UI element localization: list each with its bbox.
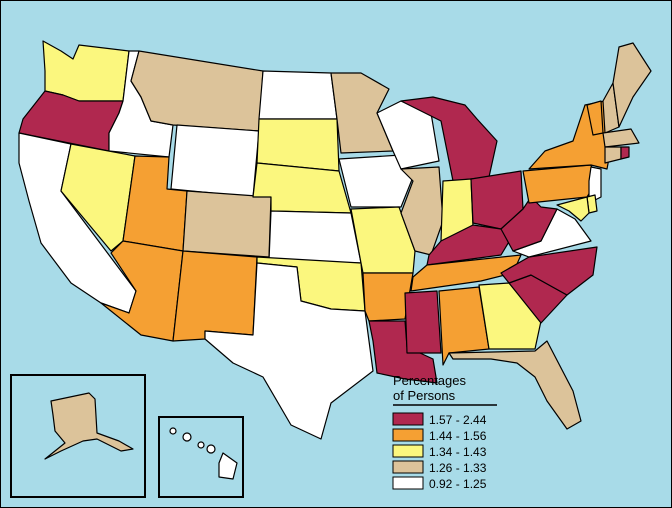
alaska-inset-frame <box>10 374 146 498</box>
state-washington[interactable] <box>42 40 130 102</box>
hawaii-inset-frame <box>158 416 244 498</box>
state-north-dakota[interactable] <box>258 70 338 120</box>
state-rhode-island[interactable] <box>620 146 630 160</box>
state-illinois[interactable] <box>400 166 444 256</box>
legend-swatch <box>392 428 424 442</box>
state-hawaii[interactable] <box>169 427 238 480</box>
state-north-carolina[interactable] <box>500 246 598 296</box>
state-alaska[interactable] <box>44 392 134 460</box>
legend-label: 1.26 - 1.33 <box>429 461 487 475</box>
state-south-dakota[interactable] <box>256 118 340 172</box>
state-nevada[interactable] <box>60 143 136 252</box>
state-maryland[interactable] <box>556 196 590 222</box>
legend-swatch <box>392 412 424 426</box>
state-michigan[interactable] <box>400 96 498 182</box>
state-iowa[interactable] <box>338 154 414 208</box>
legend-label: 0.92 - 1.25 <box>429 477 487 491</box>
legend-label: 1.44 - 1.56 <box>429 429 487 443</box>
state-connecticut[interactable] <box>604 146 622 164</box>
state-georgia[interactable] <box>478 282 542 350</box>
legend-items: 1.57 - 2.44 1.44 - 1.56 1.34 - 1.43 1.26 - … <box>392 412 487 491</box>
legend-swatch <box>392 476 424 490</box>
state-maine[interactable] <box>612 42 652 128</box>
state-west-virginia[interactable] <box>500 196 558 252</box>
legend: Percentages of Persons 1.57 - 2.44 1.44 -… <box>392 373 497 491</box>
state-arkansas[interactable] <box>362 272 414 322</box>
state-kansas[interactable] <box>268 210 362 264</box>
legend-title-line2: of Persons <box>393 388 456 403</box>
state-florida[interactable] <box>448 340 582 430</box>
state-texas[interactable] <box>204 262 374 440</box>
state-colorado[interactable] <box>182 190 272 258</box>
legend-label: 1.57 - 2.44 <box>429 413 487 427</box>
state-new-mexico[interactable] <box>172 250 258 342</box>
state-alabama[interactable] <box>438 286 490 366</box>
legend-swatch <box>392 460 424 474</box>
legend-title-line1: Percentages <box>393 373 466 388</box>
state-massachusetts[interactable] <box>602 128 640 148</box>
state-mississippi[interactable] <box>404 290 442 354</box>
legend-label: 1.34 - 1.43 <box>429 445 487 459</box>
state-wyoming[interactable] <box>170 124 260 198</box>
state-montana[interactable] <box>130 50 264 132</box>
legend-swatch <box>392 444 424 458</box>
